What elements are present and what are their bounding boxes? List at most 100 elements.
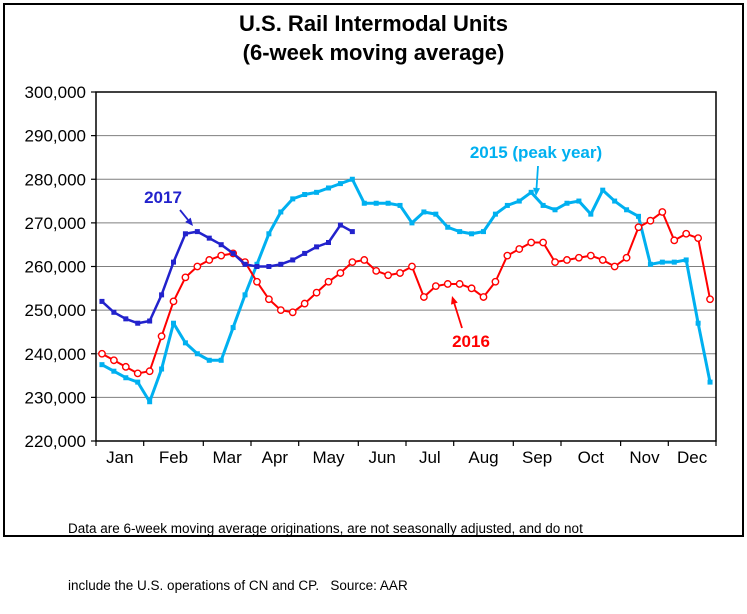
data-point bbox=[348, 258, 357, 267]
data-point bbox=[242, 261, 248, 267]
data-point bbox=[218, 357, 224, 363]
data-point bbox=[586, 251, 595, 260]
month-label: Feb bbox=[159, 448, 188, 467]
data-point bbox=[433, 211, 439, 217]
data-point bbox=[527, 238, 536, 247]
data-point bbox=[264, 295, 273, 304]
y-tick-label: 240,000 bbox=[25, 345, 86, 364]
data-point bbox=[409, 220, 415, 226]
data-point bbox=[111, 309, 117, 315]
data-point bbox=[182, 231, 188, 237]
series-line bbox=[101, 177, 712, 404]
data-point bbox=[147, 318, 153, 324]
data-point bbox=[206, 235, 212, 241]
data-point bbox=[171, 259, 176, 265]
footnote-line2: include the U.S. operations of CN and CP… bbox=[68, 578, 408, 593]
data-point bbox=[634, 223, 643, 232]
data-point bbox=[503, 251, 512, 260]
data-point bbox=[658, 208, 667, 216]
data-point bbox=[314, 189, 320, 195]
annotation-2016: 2016 bbox=[451, 296, 490, 351]
y-tick-label: 270,000 bbox=[25, 214, 86, 233]
data-point bbox=[576, 198, 582, 204]
month-label: Nov bbox=[629, 448, 660, 467]
data-point bbox=[659, 259, 665, 265]
annotation-label: 2016 bbox=[452, 332, 490, 351]
x-axis-labels: Jan Feb Mar Apr May Jun Jul Aug Sep Oct Nov Dec bbox=[95, 441, 717, 467]
data-point bbox=[314, 244, 320, 250]
data-point bbox=[349, 229, 355, 235]
data-point bbox=[218, 242, 224, 248]
data-point bbox=[109, 356, 118, 365]
series-2015 bbox=[99, 176, 713, 405]
data-point bbox=[455, 280, 464, 288]
data-point bbox=[206, 357, 212, 363]
data-point bbox=[135, 379, 141, 385]
data-point bbox=[266, 264, 272, 269]
annotation-arrow-line bbox=[535, 165, 539, 189]
data-point bbox=[396, 269, 404, 277]
gridlines bbox=[96, 135, 716, 398]
data-point bbox=[302, 250, 308, 256]
annotation-label: 2015 (peak year) bbox=[470, 143, 602, 162]
data-point bbox=[421, 209, 427, 215]
annotation-arrow-head bbox=[533, 187, 541, 196]
data-point bbox=[694, 234, 703, 243]
data-point bbox=[242, 292, 248, 298]
data-point bbox=[516, 198, 522, 204]
data-point bbox=[481, 229, 486, 235]
data-point bbox=[123, 316, 129, 322]
data-point bbox=[683, 257, 689, 263]
data-point bbox=[384, 271, 393, 280]
data-point bbox=[337, 181, 343, 187]
y-tick-label: 300,000 bbox=[25, 83, 86, 102]
data-point bbox=[253, 277, 261, 286]
data-point bbox=[135, 320, 141, 326]
data-point bbox=[574, 253, 583, 262]
data-point bbox=[194, 351, 200, 357]
data-point bbox=[467, 284, 476, 293]
annotation-arrow-head bbox=[451, 296, 458, 305]
data-point bbox=[111, 368, 117, 374]
series-line bbox=[101, 210, 712, 375]
data-point bbox=[159, 292, 165, 298]
month-label: Jan bbox=[106, 448, 133, 467]
data-point bbox=[217, 251, 226, 260]
data-point bbox=[443, 280, 452, 288]
data-point bbox=[302, 192, 308, 198]
data-point bbox=[707, 379, 713, 385]
data-point bbox=[563, 256, 571, 264]
data-point bbox=[445, 224, 451, 230]
data-point bbox=[266, 231, 272, 237]
data-point bbox=[278, 209, 284, 215]
data-point bbox=[600, 187, 606, 193]
data-point bbox=[336, 269, 345, 277]
data-point bbox=[278, 261, 284, 267]
data-point bbox=[552, 207, 558, 213]
data-point bbox=[361, 200, 367, 206]
data-point bbox=[312, 288, 321, 297]
y-tick-label: 280,000 bbox=[25, 170, 86, 189]
annotation-arrow-head bbox=[185, 217, 193, 226]
data-point bbox=[646, 216, 655, 225]
data-point bbox=[598, 256, 607, 264]
data-point bbox=[551, 258, 559, 267]
series-2017 bbox=[99, 222, 355, 326]
month-label: May bbox=[312, 448, 345, 467]
data-point bbox=[515, 245, 524, 253]
data-point bbox=[457, 229, 463, 235]
data-point bbox=[288, 308, 297, 317]
data-point bbox=[337, 222, 343, 228]
data-point bbox=[540, 202, 546, 208]
annotation-arrow-line bbox=[453, 303, 463, 329]
data-point bbox=[588, 211, 594, 217]
data-point bbox=[147, 399, 153, 405]
data-point bbox=[145, 367, 154, 376]
data-point bbox=[647, 261, 653, 267]
data-point bbox=[121, 362, 130, 371]
data-point bbox=[528, 189, 534, 195]
data-point bbox=[564, 200, 570, 206]
data-point bbox=[254, 264, 260, 269]
data-point bbox=[419, 293, 428, 301]
month-label: Sep bbox=[522, 448, 552, 467]
